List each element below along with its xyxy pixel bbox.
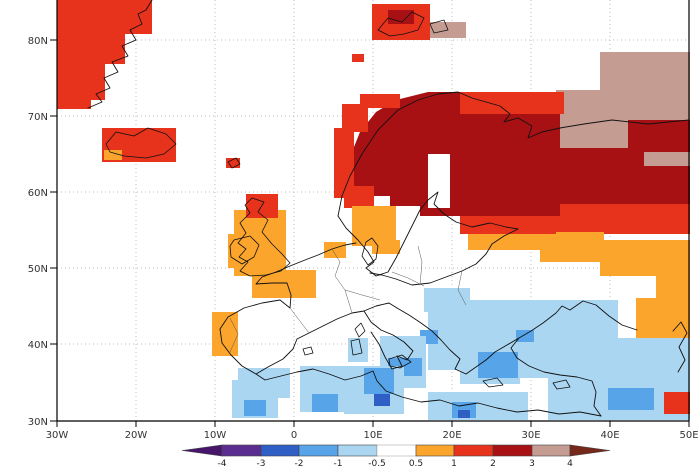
colorbar-tick-labels: -4 -3 -2 -1 -0.5 0.5 1 2 3 4 xyxy=(218,459,574,467)
x-axis-label: 10W xyxy=(204,430,227,441)
x-axis-label: 30E xyxy=(521,430,540,441)
y-axis-label: 60N xyxy=(28,188,48,199)
x-axis-label: 30W xyxy=(46,430,69,441)
region-caucasus xyxy=(636,298,690,338)
colorbar: -4 -3 -2 -1 -0.5 0.5 1 2 3 4 xyxy=(181,444,611,467)
colorbar-tick-label: 0.5 xyxy=(409,459,423,467)
y-axis-label: 40N xyxy=(28,340,48,351)
colorbar-tick-label: 3 xyxy=(529,459,535,467)
coastlines xyxy=(87,0,690,417)
x-axis-label: 20E xyxy=(442,430,461,441)
colorbar-tick-label: -3 xyxy=(257,459,266,467)
colorbar-tick-label: 2 xyxy=(490,459,496,467)
y-axis-label: 70N xyxy=(28,112,48,123)
region-ireland xyxy=(228,234,268,268)
y-axis-label: 30N xyxy=(28,417,48,428)
x-axis-label: 20W xyxy=(125,430,148,441)
colorbar-right-arrow xyxy=(569,444,611,457)
colorbar-tick-label: 1 xyxy=(451,459,457,467)
colorbar-tick-label: -2 xyxy=(295,459,304,467)
colorbar-tick-label: -1 xyxy=(334,459,343,467)
y-axis-label: 50N xyxy=(28,264,48,275)
colorbar-tick-label: 4 xyxy=(567,459,573,467)
axis-ticks xyxy=(50,39,690,427)
country-borders xyxy=(229,245,467,353)
x-axis-label: 10E xyxy=(363,430,382,441)
y-axis-labels: 80N 70N 60N 50N 40N 30N xyxy=(28,36,48,428)
x-axis-label: 40E xyxy=(600,430,619,441)
region-scandinavia xyxy=(352,92,560,226)
colorbar-tick-label: -4 xyxy=(218,459,227,467)
y-axis-label: 80N xyxy=(28,36,48,47)
x-axis-label: 50E xyxy=(679,430,698,441)
anomaly-field xyxy=(57,0,690,420)
x-axis-label: 0 xyxy=(291,430,297,441)
region-denmark xyxy=(352,206,396,246)
region-portugal xyxy=(212,312,238,356)
colorbar-tick-label: -0.5 xyxy=(368,459,386,467)
x-axis-labels: 30W 20W 10W 0 10E 20E 30E 40E 50E xyxy=(46,430,699,441)
